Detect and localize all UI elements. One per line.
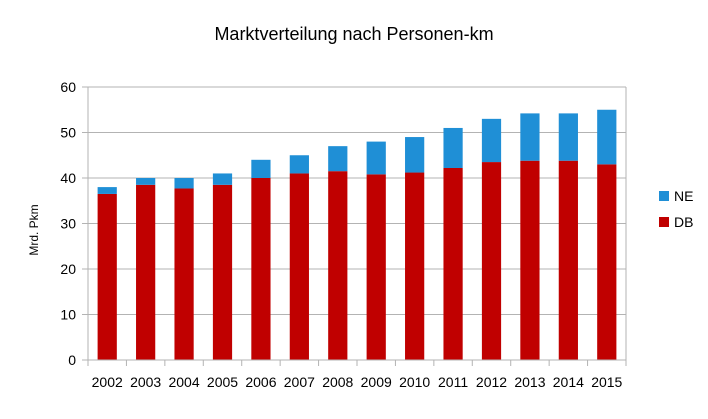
bar-ne-2003 [136,178,156,185]
y-tick-label: 50 [60,125,76,141]
y-tick-labels: 0 10 20 30 40 50 60 [60,79,76,368]
bar-ne-2006 [251,159,271,178]
bar-ne-2007 [289,155,309,174]
x-tick-label: 2009 [361,374,392,390]
x-tick-label: 2010 [399,374,430,390]
y-axis-label: Mrd. Pkm [27,204,41,255]
bar-ne-2009 [366,141,386,175]
legend-swatch-db [659,217,669,227]
bar-db-2015 [597,164,617,360]
chart-title: Marktverteilung nach Personen-km [214,24,493,44]
legend: NE DB [659,188,693,230]
bar-ne-2011 [443,127,463,168]
bar-ne-2002 [97,187,117,194]
legend-label-ne: NE [674,188,693,204]
x-tick-label: 2005 [207,374,238,390]
bar-ne-2015 [597,109,617,165]
bar-ne-2014 [558,113,578,161]
x-tick-label: 2008 [322,374,353,390]
y-tick-label: 30 [60,216,76,232]
bar-ne-2008 [328,146,348,172]
legend-label-db: DB [674,214,693,230]
bar-db-2006 [251,178,271,360]
bar-db-2012 [481,162,502,360]
y-tick-label: 20 [60,261,76,277]
bar-ne-2005 [212,173,233,185]
bar-db-2010 [405,172,425,360]
bar-ne-2010 [405,137,425,173]
x-tick-label: 2015 [591,374,622,390]
x-tick-label: 2006 [245,374,276,390]
y-tick-label: 60 [60,79,76,95]
x-tick-label: 2014 [553,374,584,390]
bar-ne-2013 [520,113,540,161]
x-tick-label: 2002 [92,374,123,390]
x-tick-label: 2011 [438,374,468,390]
bar-db-2002 [97,193,117,360]
x-tick-label: 2007 [284,374,315,390]
gridlines [82,86,626,361]
bar-db-2013 [520,160,540,360]
y-tick-label: 10 [60,307,76,323]
y-tick-label: 40 [60,170,76,186]
axes [87,87,627,366]
bar-db-2005 [212,184,233,360]
bars [97,109,617,360]
bar-db-2009 [366,174,386,360]
bar-db-2007 [289,173,309,360]
x-tick-label: 2003 [130,374,161,390]
x-tick-labels: 2002 2003 2004 2005 2006 2007 2008 2009 2010 2011… [92,374,623,390]
x-tick-label: 2012 [476,374,507,390]
x-tick-label: 2004 [168,374,199,390]
bar-db-2003 [136,184,156,360]
x-tick-label: 2013 [514,374,545,390]
bar-db-2008 [328,171,348,360]
legend-swatch-ne [659,191,669,201]
y-tick-label: 0 [68,352,76,368]
bar-db-2004 [174,188,194,360]
bar-ne-2012 [481,118,502,163]
bar-ne-2004 [174,178,194,189]
bar-db-2011 [443,167,463,360]
bar-db-2014 [558,160,578,360]
